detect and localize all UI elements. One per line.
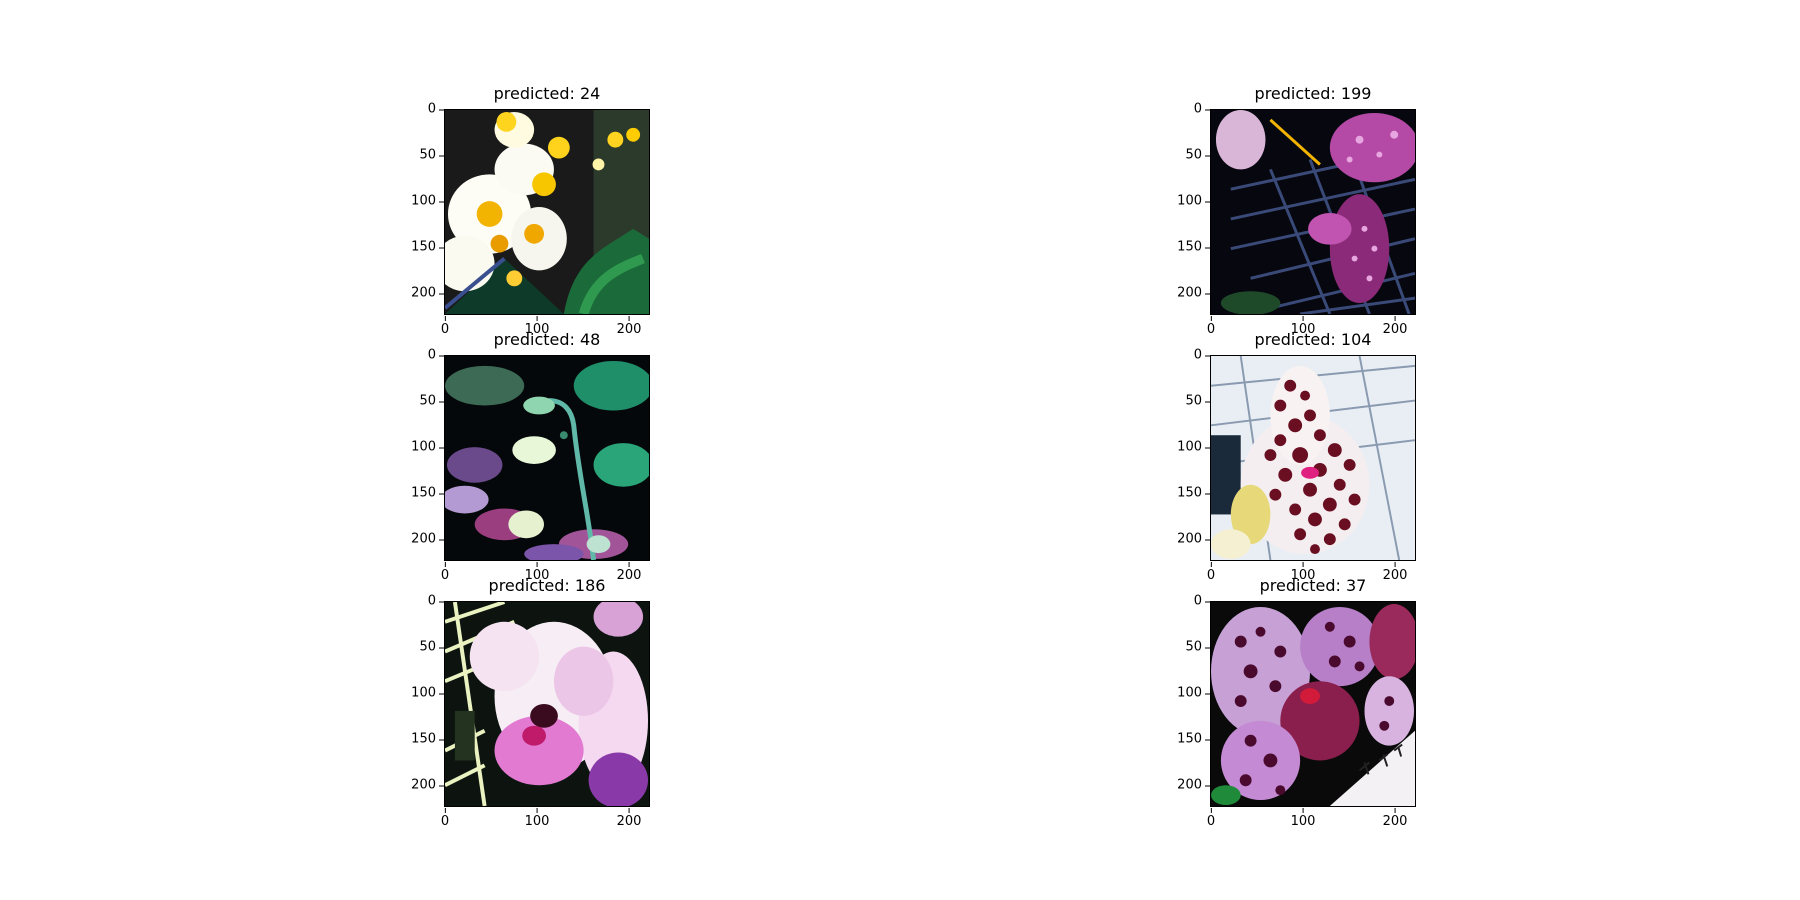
x-tick-label: 200 <box>1382 808 1408 829</box>
x-tick-label: 0 <box>1206 316 1216 337</box>
image-panel: predicted: 186 0 5 <box>411 576 650 829</box>
photo-white-yellow-orchids <box>444 109 650 315</box>
y-tick-label: 0 <box>1193 101 1211 117</box>
y-tick-label: 100 <box>1177 193 1210 209</box>
image-panel: predicted: 48 0 50 100 15 <box>411 330 650 583</box>
photo-green-buds <box>444 355 650 561</box>
y-tick-label: 200 <box>411 777 444 793</box>
image-panel: predicted: 24 <box>411 84 650 337</box>
x-tick-label: 0 <box>440 562 450 583</box>
y-tick-label: 0 <box>427 347 445 363</box>
y-tick-label: 200 <box>411 285 444 301</box>
y-tick-label: 50 <box>1185 639 1210 655</box>
x-tick-label: 200 <box>1382 562 1408 583</box>
panel-title: predicted: 24 <box>493 84 601 103</box>
panel-title: predicted: 37 <box>1259 576 1367 595</box>
y-tick-label: 150 <box>1177 731 1210 747</box>
y-tick-label: 100 <box>411 193 444 209</box>
y-tick-label: 50 <box>419 639 444 655</box>
x-tick-label: 100 <box>524 316 550 337</box>
panel-title: predicted: 186 <box>488 576 606 595</box>
y-tick-label: 0 <box>427 101 445 117</box>
panel-title: predicted: 104 <box>1254 330 1372 349</box>
photo-purple-spotted-orchids <box>1210 601 1416 807</box>
x-tick-label: 0 <box>1206 808 1216 829</box>
y-tick-label: 50 <box>1185 147 1210 163</box>
y-tick-label: 150 <box>1177 239 1210 255</box>
x-tick-label: 200 <box>616 808 642 829</box>
y-tick-label: 150 <box>411 731 444 747</box>
x-tick-label: 100 <box>1290 562 1316 583</box>
x-tick-label: 200 <box>616 316 642 337</box>
y-tick-label: 50 <box>419 393 444 409</box>
y-tick-label: 100 <box>411 439 444 455</box>
y-tick-label: 150 <box>1177 485 1210 501</box>
panel-title: predicted: 199 <box>1254 84 1372 103</box>
x-tick-label: 100 <box>524 808 550 829</box>
image-panel: predicted: 199 <box>1177 84 1416 337</box>
y-tick-label: 200 <box>1177 531 1210 547</box>
y-tick-label: 0 <box>1193 593 1211 609</box>
x-tick-label: 0 <box>1206 562 1216 583</box>
y-tick-label: 0 <box>1193 347 1211 363</box>
x-tick-label: 0 <box>440 316 450 337</box>
y-tick-label: 150 <box>411 239 444 255</box>
y-tick-label: 100 <box>1177 439 1210 455</box>
x-tick-label: 200 <box>616 562 642 583</box>
y-tick-label: 50 <box>419 147 444 163</box>
y-tick-label: 100 <box>411 685 444 701</box>
image-panel: predicted: 37 <box>1177 576 1416 829</box>
x-tick-label: 100 <box>1290 808 1316 829</box>
y-tick-label: 100 <box>1177 685 1210 701</box>
photo-spotted-orchid <box>1210 355 1416 561</box>
photo-pink-orchid <box>444 601 650 807</box>
x-tick-label: 0 <box>440 808 450 829</box>
photo-magenta-orchid <box>1210 109 1416 315</box>
y-tick-label: 150 <box>411 485 444 501</box>
y-tick-label: 50 <box>1185 393 1210 409</box>
x-tick-label: 100 <box>524 562 550 583</box>
x-tick-label: 100 <box>1290 316 1316 337</box>
x-tick-label: 200 <box>1382 316 1408 337</box>
y-tick-label: 200 <box>1177 777 1210 793</box>
y-tick-label: 0 <box>427 593 445 609</box>
y-tick-label: 200 <box>1177 285 1210 301</box>
image-panel: predicted: 104 <box>1177 330 1416 583</box>
y-tick-label: 200 <box>411 531 444 547</box>
panel-title: predicted: 48 <box>493 330 601 349</box>
